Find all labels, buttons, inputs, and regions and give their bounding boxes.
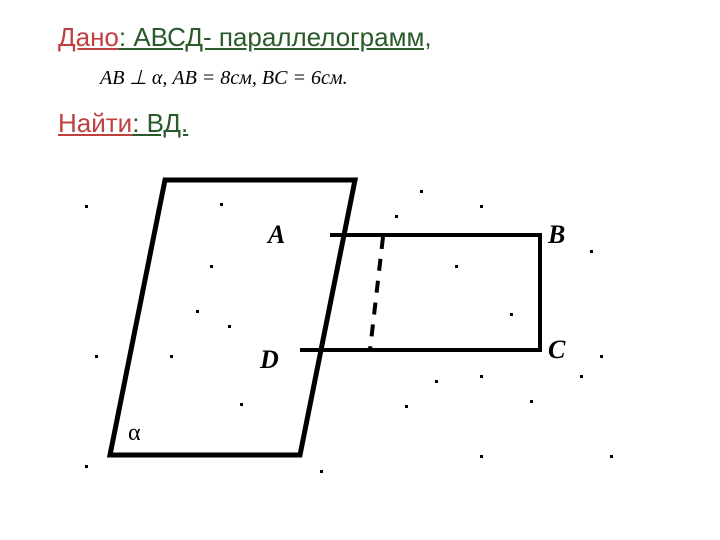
noise-dot xyxy=(510,313,513,316)
label-b: B xyxy=(548,220,565,250)
noise-dot xyxy=(480,455,483,458)
noise-dot xyxy=(210,265,213,268)
noise-dot xyxy=(590,250,593,253)
noise-dot xyxy=(85,465,88,468)
given-rest: : АВСД- параллелограмм, xyxy=(119,22,432,52)
noise-dot xyxy=(170,355,173,358)
noise-dot xyxy=(435,380,438,383)
noise-dot xyxy=(455,265,458,268)
diagonal-bd xyxy=(370,237,383,350)
noise-dot xyxy=(85,205,88,208)
noise-dot xyxy=(610,455,613,458)
noise-dot xyxy=(420,190,423,193)
find-rest: : ВД. xyxy=(132,108,188,138)
noise-dot xyxy=(480,205,483,208)
noise-dot xyxy=(196,310,199,313)
label-alpha: α xyxy=(128,420,141,447)
noise-dot xyxy=(95,355,98,358)
noise-dot xyxy=(530,400,533,403)
noise-dot xyxy=(240,403,243,406)
given-word: Дано xyxy=(58,22,119,52)
label-d: D xyxy=(260,345,279,375)
label-a: A xyxy=(268,220,285,250)
formula-line: AB ⊥ α, AB = 8см, BC = 6см. xyxy=(100,65,348,90)
find-line: Найти: ВД. xyxy=(58,108,188,139)
noise-dot xyxy=(228,325,231,328)
noise-dot xyxy=(480,375,483,378)
diagram-svg xyxy=(0,155,720,515)
plane-alpha xyxy=(110,180,355,455)
noise-dot xyxy=(580,375,583,378)
given-line: Дано: АВСД- параллелограмм, xyxy=(58,22,432,53)
find-word: Найти xyxy=(58,108,132,138)
diagram: A B C D α xyxy=(0,155,720,515)
noise-dot xyxy=(405,405,408,408)
noise-dot xyxy=(395,215,398,218)
rect-visible xyxy=(300,235,540,350)
label-c: C xyxy=(548,335,565,365)
noise-dot xyxy=(320,470,323,473)
noise-dot xyxy=(220,203,223,206)
noise-dot xyxy=(600,355,603,358)
